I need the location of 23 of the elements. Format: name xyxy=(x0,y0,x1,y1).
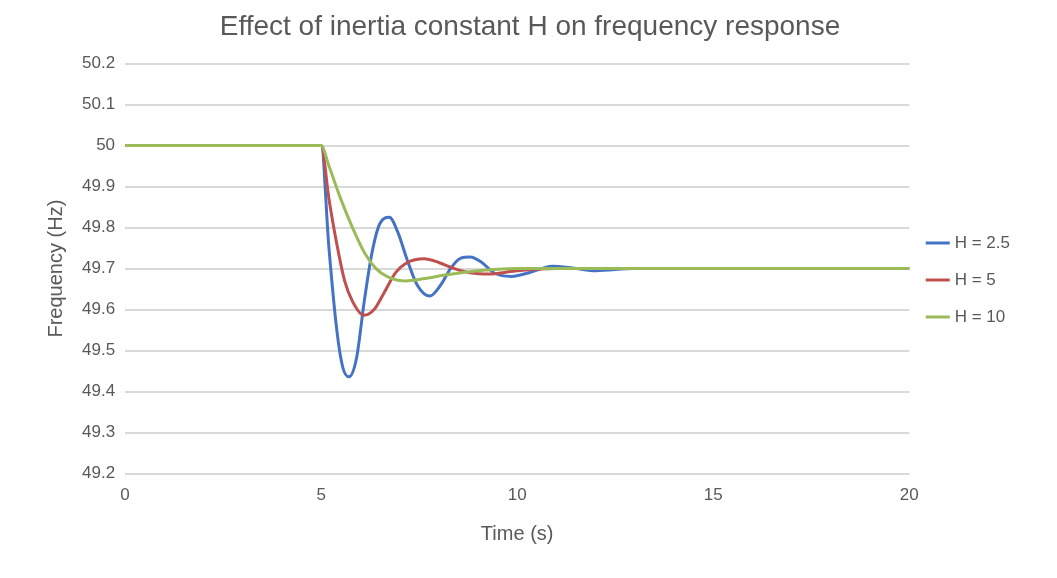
y-tick-label: 49.2 xyxy=(81,463,116,483)
line-series xyxy=(125,144,910,283)
x-tick-label: 0 xyxy=(120,485,130,505)
y-tick-label: 49.6 xyxy=(81,299,116,319)
x-tick-label: 20 xyxy=(899,485,919,505)
y-tick-label: 49.5 xyxy=(81,340,116,360)
x-axis-title: Time (s) xyxy=(480,521,554,544)
y-tick-label: 49.9 xyxy=(81,176,116,196)
y-axis-title: Frequency (Hz) xyxy=(43,199,66,338)
chart-title: Effect of inertia constant H on frequency response xyxy=(219,9,841,41)
y-tick-label: 49.7 xyxy=(81,258,116,278)
y-tick-label: 49.4 xyxy=(81,381,116,401)
legend-label: H = 2.5 xyxy=(954,232,1011,252)
legend-label: H = 5 xyxy=(954,269,996,289)
legend-label: H = 10 xyxy=(954,306,1006,326)
y-tick-label: 50 xyxy=(96,135,116,155)
y-tick-label: 50.1 xyxy=(81,94,116,114)
x-tick-label: 15 xyxy=(703,485,723,505)
y-tick-label: 49.8 xyxy=(81,217,116,237)
y-tick-label: 49.3 xyxy=(81,422,116,442)
x-tick-label: 10 xyxy=(507,485,527,505)
y-tick-label: 50.2 xyxy=(81,53,116,73)
x-tick-label: 5 xyxy=(316,485,326,505)
